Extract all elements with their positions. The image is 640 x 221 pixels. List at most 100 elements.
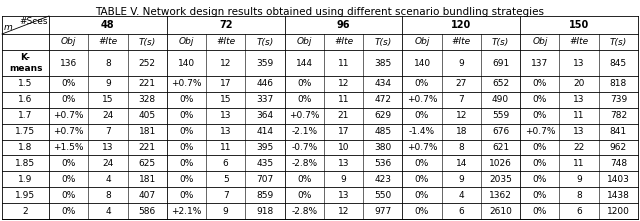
- Text: 0%: 0%: [61, 95, 76, 104]
- Text: 1.6: 1.6: [19, 95, 33, 104]
- Text: 15: 15: [220, 95, 232, 104]
- Text: T(s): T(s): [610, 38, 627, 46]
- Text: +0.7%: +0.7%: [171, 79, 202, 88]
- Text: 845: 845: [610, 59, 627, 67]
- Text: 385: 385: [374, 59, 392, 67]
- Text: 13: 13: [338, 159, 349, 168]
- Text: 18: 18: [456, 127, 467, 136]
- Text: 0%: 0%: [532, 191, 547, 200]
- Text: 0%: 0%: [532, 79, 547, 88]
- Text: K-
means: K- means: [9, 53, 42, 73]
- Text: 137: 137: [531, 59, 548, 67]
- Text: 1.9: 1.9: [19, 175, 33, 184]
- Text: 13: 13: [573, 127, 585, 136]
- Text: 13: 13: [220, 111, 232, 120]
- Text: 0%: 0%: [179, 159, 194, 168]
- Text: 0%: 0%: [415, 159, 429, 168]
- Text: 0%: 0%: [297, 191, 312, 200]
- Text: 629: 629: [374, 111, 391, 120]
- Text: 9: 9: [458, 59, 464, 67]
- Text: +0.7%: +0.7%: [53, 111, 84, 120]
- Text: 434: 434: [374, 79, 391, 88]
- Text: 0%: 0%: [179, 111, 194, 120]
- Text: 21: 21: [338, 111, 349, 120]
- Text: 252: 252: [139, 59, 156, 67]
- Text: 337: 337: [257, 95, 273, 104]
- Text: 12: 12: [338, 79, 349, 88]
- Text: 1.5: 1.5: [19, 79, 33, 88]
- Text: 0%: 0%: [415, 111, 429, 120]
- Text: 485: 485: [374, 127, 391, 136]
- Text: 748: 748: [610, 159, 627, 168]
- Text: 1403: 1403: [607, 175, 630, 184]
- Text: 859: 859: [257, 191, 273, 200]
- Text: 13: 13: [338, 191, 349, 200]
- Text: 140: 140: [178, 59, 195, 67]
- Text: 0%: 0%: [297, 95, 312, 104]
- Text: 6: 6: [576, 207, 582, 215]
- Text: 841: 841: [610, 127, 627, 136]
- Text: #Sces: #Sces: [19, 17, 48, 26]
- Text: 0%: 0%: [415, 79, 429, 88]
- Text: 435: 435: [257, 159, 273, 168]
- Text: Obj: Obj: [296, 38, 312, 46]
- Text: m: m: [4, 23, 13, 32]
- Text: 181: 181: [138, 175, 156, 184]
- Text: 0%: 0%: [179, 143, 194, 152]
- Text: 15: 15: [102, 95, 114, 104]
- Text: Obj: Obj: [532, 38, 548, 46]
- Text: 8: 8: [105, 59, 111, 67]
- Text: #Ite: #Ite: [452, 38, 471, 46]
- Text: 17: 17: [220, 79, 232, 88]
- Text: 140: 140: [413, 59, 431, 67]
- Text: T(s): T(s): [257, 38, 273, 46]
- Text: 0%: 0%: [61, 159, 76, 168]
- Text: 24: 24: [102, 159, 113, 168]
- Text: 96: 96: [337, 20, 350, 30]
- Text: 2: 2: [22, 207, 28, 215]
- Text: Obj: Obj: [179, 38, 194, 46]
- Text: 2035: 2035: [489, 175, 512, 184]
- Text: 10: 10: [338, 143, 349, 152]
- Text: 7: 7: [458, 95, 464, 104]
- Text: +0.7%: +0.7%: [53, 127, 84, 136]
- Text: 4: 4: [105, 207, 111, 215]
- Text: 962: 962: [610, 143, 627, 152]
- Text: 1026: 1026: [489, 159, 512, 168]
- Text: 20: 20: [573, 79, 585, 88]
- Text: 739: 739: [610, 95, 627, 104]
- Text: #Ite: #Ite: [216, 38, 236, 46]
- Text: 414: 414: [257, 127, 273, 136]
- Text: 676: 676: [492, 127, 509, 136]
- Text: #Ite: #Ite: [99, 38, 118, 46]
- Text: 24: 24: [102, 111, 113, 120]
- Text: 395: 395: [257, 143, 273, 152]
- Text: 6: 6: [223, 159, 228, 168]
- Text: 0%: 0%: [61, 191, 76, 200]
- Text: 423: 423: [374, 175, 391, 184]
- Text: 12: 12: [220, 59, 232, 67]
- Text: 1.95: 1.95: [15, 191, 36, 200]
- Text: 691: 691: [492, 59, 509, 67]
- Text: 181: 181: [138, 127, 156, 136]
- Text: 446: 446: [257, 79, 273, 88]
- Text: 72: 72: [219, 20, 232, 30]
- Text: 1.85: 1.85: [15, 159, 36, 168]
- Text: 13: 13: [573, 59, 585, 67]
- Text: -1.4%: -1.4%: [409, 127, 435, 136]
- Text: 625: 625: [139, 159, 156, 168]
- Text: 136: 136: [60, 59, 77, 67]
- Text: 221: 221: [139, 143, 156, 152]
- Text: +0.7%: +0.7%: [407, 143, 437, 152]
- Text: 120: 120: [451, 20, 472, 30]
- Text: 918: 918: [257, 207, 273, 215]
- Text: 0%: 0%: [179, 175, 194, 184]
- Text: 11: 11: [338, 95, 349, 104]
- Text: 364: 364: [257, 111, 273, 120]
- Text: 5: 5: [223, 175, 228, 184]
- Text: #Ite: #Ite: [570, 38, 589, 46]
- Text: +1.5%: +1.5%: [53, 143, 84, 152]
- Text: 1362: 1362: [489, 191, 512, 200]
- Text: +2.1%: +2.1%: [172, 207, 202, 215]
- Text: 11: 11: [573, 111, 585, 120]
